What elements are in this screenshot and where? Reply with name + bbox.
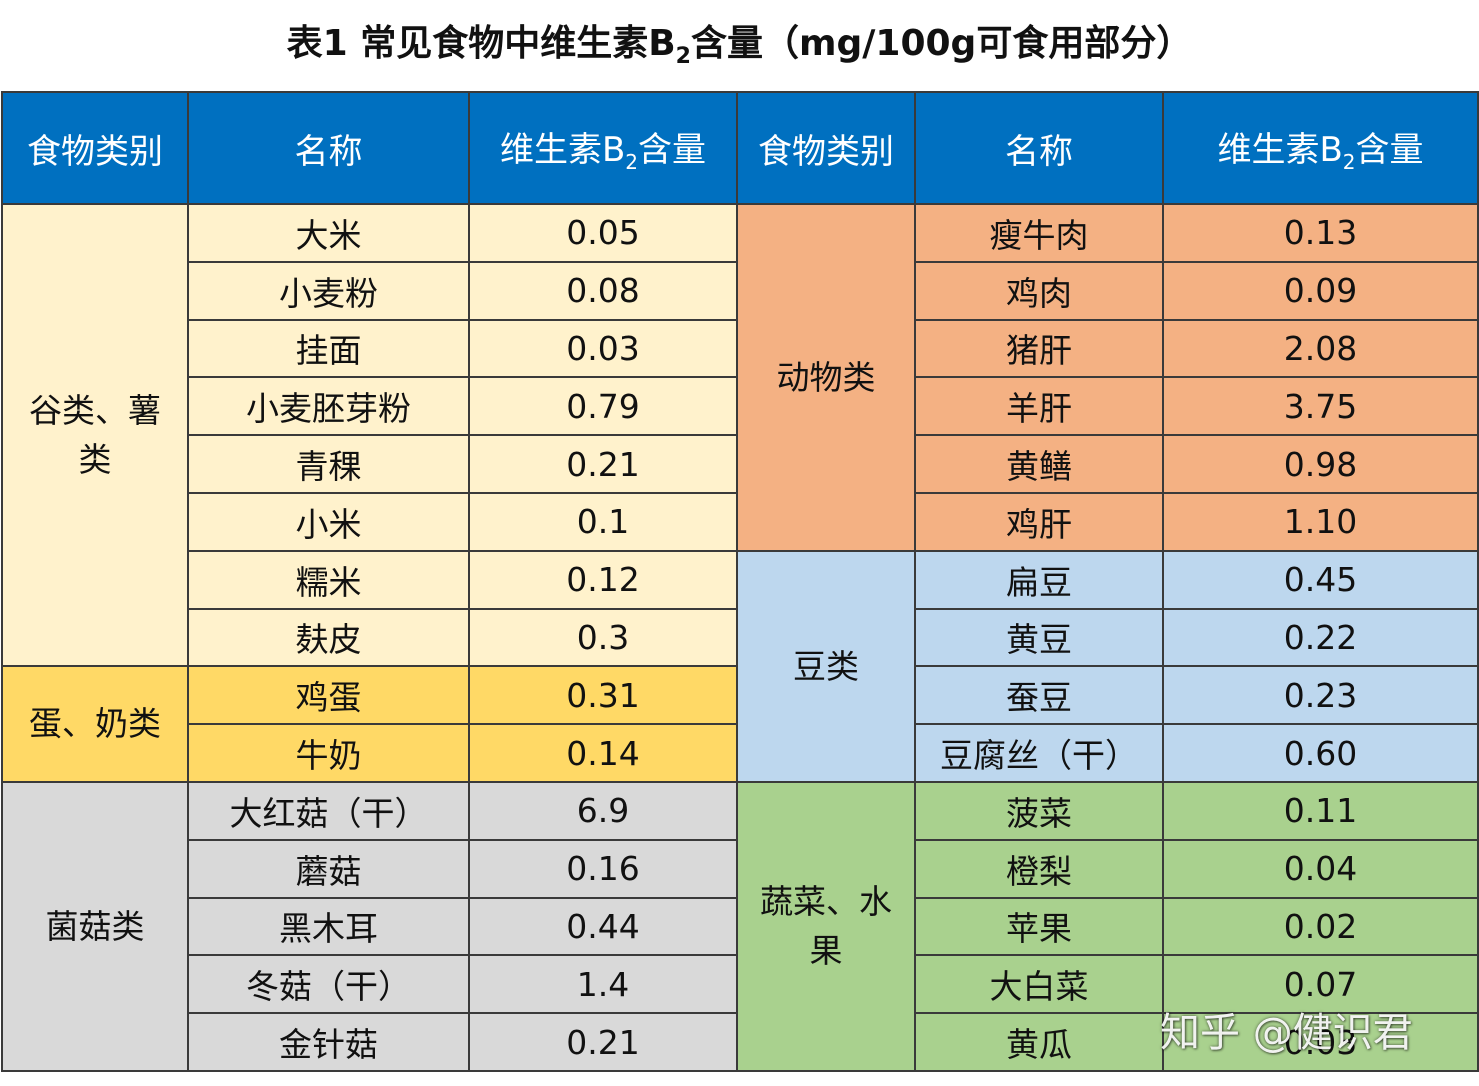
- food-name: 鸡肉: [914, 260, 1164, 321]
- food-name: 黄瓜: [914, 1012, 1164, 1072]
- food-name: 小米: [187, 491, 470, 552]
- food-value: 0.09: [1162, 260, 1479, 321]
- table-row: 麸皮 0.3 黄豆 0.22: [2, 607, 1479, 668]
- food-name: 鸡肝: [914, 491, 1164, 552]
- food-value: 0.04: [1162, 838, 1479, 899]
- table-row: 青稞 0.21 黄鳝 0.98: [2, 434, 1479, 494]
- header-row: 食物类别 名称 维生素B2含量 食物类别 名称 维生素B2含量: [1, 91, 1479, 205]
- food-name: 羊肝: [914, 376, 1164, 437]
- category-cell: 蛋、奶类: [1, 665, 189, 783]
- header-content-left: 维生素B2含量: [468, 91, 738, 205]
- table-row: 蛋、奶类 鸡蛋 0.31 蚕豆 0.23: [1, 665, 1479, 783]
- food-name: 鸡蛋: [187, 665, 470, 726]
- page-title: 表1 常见食物中维生素B2含量（mg/100g可食用部分）: [0, 14, 1479, 74]
- table-row: 牛奶 0.14 豆腐丝（干） 0.60: [2, 723, 1479, 783]
- food-value: 0.1: [468, 491, 738, 552]
- category-cell: 动物类: [736, 203, 916, 552]
- food-value: 0.21: [468, 434, 738, 494]
- food-value: 0.3: [468, 607, 738, 668]
- food-value: 1.10: [1162, 491, 1479, 552]
- table-row: 小麦粉 0.08 鸡肉 0.09: [2, 260, 1479, 321]
- header-category-right: 食物类别: [736, 91, 916, 205]
- food-name: 苹果: [914, 896, 1164, 957]
- table-row: 糯米 0.12 豆类 扁豆 0.45: [2, 549, 1479, 783]
- food-value: 0.08: [468, 260, 738, 321]
- food-value: 0.03: [1162, 1012, 1479, 1072]
- table-row: 小米 0.1 鸡肝 1.10: [2, 491, 1479, 552]
- title-prefix: 表1 常见食物中维生素B: [286, 23, 676, 64]
- food-value: 2.08: [1162, 318, 1479, 379]
- food-value: 3.75: [1162, 376, 1479, 437]
- table-row: 金针菇 0.21 黄瓜 0.03: [2, 1012, 1479, 1072]
- food-value: 0.31: [468, 665, 738, 726]
- food-name: 扁豆: [914, 549, 1164, 610]
- food-value: 0.60: [1162, 723, 1479, 783]
- food-value: 0.05: [468, 203, 738, 263]
- watermark: 知乎 @健识君: [1160, 1010, 1413, 1056]
- table-row: 蘑菇 0.16 橙梨 0.04: [2, 838, 1479, 899]
- table-row: 挂面 0.03 猪肝 2.08: [2, 318, 1479, 379]
- food-name: 菠菜: [914, 780, 1164, 841]
- food-name: 黄豆: [914, 607, 1164, 668]
- food-value: 0.03: [468, 318, 738, 379]
- category-cell: 豆类: [736, 549, 916, 783]
- food-name: 大米: [187, 203, 470, 263]
- category-cell: 蔬菜、水果: [736, 780, 916, 1072]
- food-name: 猪肝: [914, 318, 1164, 379]
- food-value: 0.79: [468, 376, 738, 437]
- food-name: 蚕豆: [914, 665, 1164, 726]
- food-value: 1.4: [468, 954, 738, 1015]
- vitamin-b2-table: 食物类别 名称 维生素B2含量 食物类别 名称 维生素B2含量 谷类、薯类 大米…: [1, 91, 1479, 1072]
- food-name: 小麦胚芽粉: [187, 376, 470, 437]
- table-row: 谷类、薯类 大米 0.05 动物类 瘦牛肉 0.13: [1, 202, 1479, 668]
- category-cell: 谷类、薯类: [1, 202, 189, 668]
- header-category-left: 食物类别: [1, 91, 189, 205]
- food-value: 0.13: [1162, 203, 1479, 263]
- food-name: 糯米: [187, 549, 470, 610]
- food-value: 0.22: [1162, 607, 1479, 668]
- header-content-right: 维生素B2含量: [1162, 91, 1479, 205]
- table-row: 冬菇（干） 1.4 大白菜 0.07: [2, 954, 1479, 1015]
- food-value: 6.9: [468, 780, 738, 841]
- food-name: 黑木耳: [187, 896, 470, 957]
- food-value: 0.12: [468, 549, 738, 610]
- food-value: 0.23: [1162, 665, 1479, 726]
- food-value: 0.14: [468, 723, 738, 783]
- food-name: 小麦粉: [187, 260, 470, 321]
- food-name: 挂面: [187, 318, 470, 379]
- food-name: 橙梨: [914, 838, 1164, 899]
- food-name: 冬菇（干）: [187, 954, 470, 1015]
- table-row: 小麦胚芽粉 0.79 羊肝 3.75: [2, 376, 1479, 437]
- food-value: 0.98: [1162, 434, 1479, 494]
- title-subscript: 2: [675, 44, 691, 70]
- food-name: 瘦牛肉: [914, 203, 1164, 263]
- food-value: 0.07: [1162, 954, 1479, 1015]
- food-name: 蘑菇: [187, 838, 470, 899]
- food-name: 金针菇: [187, 1012, 470, 1072]
- food-value: 0.16: [468, 838, 738, 899]
- header-name-right: 名称: [914, 91, 1164, 205]
- food-name: 黄鳝: [914, 434, 1164, 494]
- food-name: 大红菇（干）: [187, 780, 470, 841]
- food-value: 0.21: [468, 1012, 738, 1072]
- food-name: 青稞: [187, 434, 470, 494]
- food-name: 大白菜: [914, 954, 1164, 1015]
- food-value: 0.02: [1162, 896, 1479, 957]
- food-value: 0.44: [468, 896, 738, 957]
- category-cell: 菌菇类: [1, 780, 189, 1072]
- header-name-left: 名称: [187, 91, 470, 205]
- food-value: 0.11: [1162, 780, 1479, 841]
- table-row: 菌菇类 大红菇（干） 6.9 蔬菜、水果 菠菜 0.11: [1, 780, 1479, 1072]
- food-value: 0.45: [1162, 549, 1479, 610]
- food-name: 麸皮: [187, 607, 470, 668]
- table-row: 黑木耳 0.44 苹果 0.02: [2, 896, 1479, 957]
- food-name: 牛奶: [187, 723, 470, 783]
- title-suffix: 含量（mg/100g可食用部分）: [690, 23, 1193, 64]
- food-name: 豆腐丝（干）: [914, 723, 1164, 783]
